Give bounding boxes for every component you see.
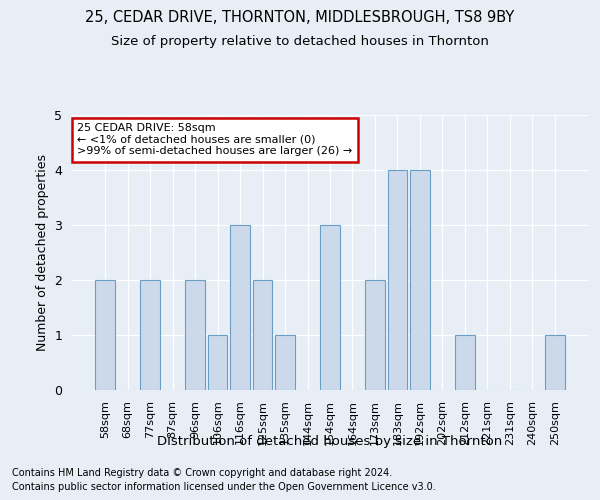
Bar (365, 280, 385, 390)
Bar (185, 280, 205, 390)
Text: Contains HM Land Registry data © Crown copyright and database right 2024.: Contains HM Land Registry data © Crown c… (12, 468, 392, 477)
Bar (545, 335, 565, 390)
Text: Distribution of detached houses by size in Thornton: Distribution of detached houses by size … (157, 435, 503, 448)
Text: 25, CEDAR DRIVE, THORNTON, MIDDLESBROUGH, TS8 9BY: 25, CEDAR DRIVE, THORNTON, MIDDLESBROUGH… (85, 10, 515, 25)
Text: Size of property relative to detached houses in Thornton: Size of property relative to detached ho… (111, 35, 489, 48)
Bar (410, 170, 430, 390)
Text: 25 CEDAR DRIVE: 58sqm
← <1% of detached houses are smaller (0)
>99% of semi-deta: 25 CEDAR DRIVE: 58sqm ← <1% of detached … (77, 123, 352, 156)
Bar (95, 280, 115, 390)
Bar (140, 280, 160, 390)
Y-axis label: Number of detached properties: Number of detached properties (36, 154, 49, 351)
Bar (253, 280, 272, 390)
Bar (388, 170, 407, 390)
Text: Contains public sector information licensed under the Open Government Licence v3: Contains public sector information licen… (12, 482, 436, 492)
Bar (208, 335, 227, 390)
Bar (455, 335, 475, 390)
Bar (275, 335, 295, 390)
Bar (320, 225, 340, 390)
Bar (230, 225, 250, 390)
